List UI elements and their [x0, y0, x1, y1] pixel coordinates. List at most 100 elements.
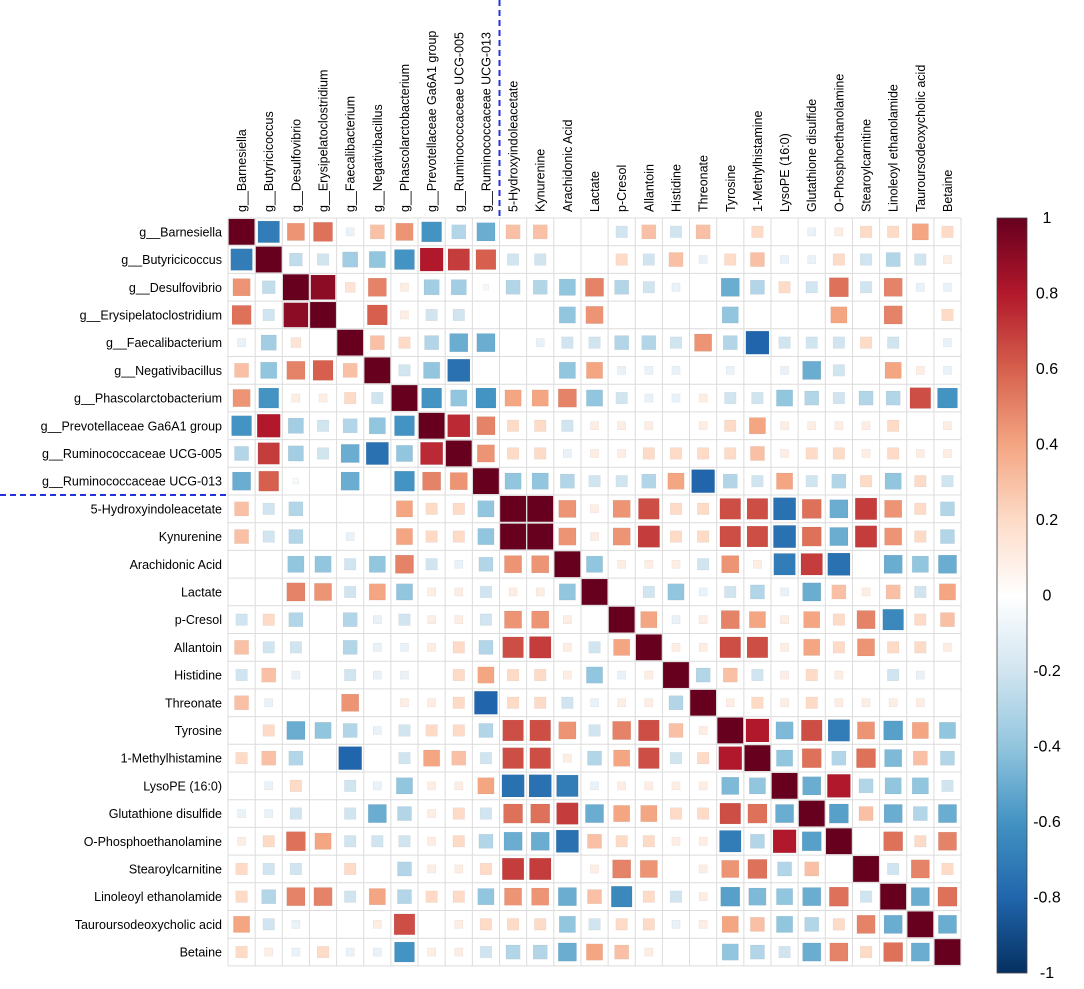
- heatmap-cell: [288, 501, 304, 517]
- heatmap-cell: [698, 920, 708, 929]
- heatmap-cell: [501, 774, 525, 798]
- heatmap-cell: [502, 747, 524, 769]
- heatmap-cell: [291, 393, 301, 403]
- heatmap-cell: [452, 835, 465, 848]
- heatmap-cell: [644, 670, 654, 680]
- heatmap-cell: [804, 917, 820, 932]
- heatmap-cell: [478, 640, 494, 655]
- heatmap-cell: [418, 412, 445, 439]
- heatmap-cell: [257, 442, 280, 465]
- heatmap-cell: [805, 281, 818, 294]
- heatmap-cell: [235, 890, 248, 903]
- heatmap-cell: [563, 643, 572, 652]
- row-label: Arachidonic Acid: [130, 558, 222, 572]
- heatmap-cell: [531, 610, 550, 629]
- heatmap-cell: [234, 695, 249, 711]
- heatmap-cell: [318, 393, 328, 403]
- heatmap-cell: [587, 889, 602, 904]
- heatmap-cell: [941, 779, 954, 792]
- heatmap-cell: [338, 746, 362, 770]
- heatmap-cell: [454, 781, 464, 791]
- heatmap-cell: [529, 857, 552, 880]
- heatmap-cell: [883, 554, 903, 574]
- heatmap-cell: [832, 253, 845, 266]
- heatmap-cell: [937, 886, 958, 907]
- heatmap-cell: [772, 829, 797, 854]
- heatmap-cell: [427, 643, 436, 652]
- heatmap-cell: [534, 669, 547, 682]
- heatmap-cell: [397, 806, 412, 821]
- heatmap-cell: [425, 308, 438, 321]
- heatmap-cell: [423, 279, 440, 296]
- heatmap-cell: [832, 336, 845, 349]
- heatmap-cell: [777, 861, 792, 877]
- heatmap-cell: [883, 720, 903, 741]
- heatmap-cell: [258, 470, 279, 492]
- heatmap-cell: [231, 415, 252, 436]
- heatmap-cell: [910, 942, 930, 962]
- heatmap-cell: [642, 890, 655, 903]
- heatmap-cell: [558, 527, 577, 546]
- heatmap-cell: [861, 587, 871, 597]
- heatmap-cell: [289, 252, 303, 267]
- heatmap-cell: [588, 641, 601, 654]
- heatmap-cell: [721, 306, 739, 324]
- column-labels: g__Barnesiella g__Butyricicoccus g__Desulf…: [235, 31, 955, 212]
- heatmap-cell: [721, 860, 740, 878]
- heatmap-cell: [507, 696, 520, 709]
- heatmap-cell: [883, 831, 903, 852]
- heatmap-cell: [581, 578, 608, 606]
- heatmap-cell: [529, 747, 551, 769]
- heatmap-cell: [373, 615, 382, 624]
- heatmap-cell: [776, 915, 793, 933]
- heatmap-cell: [531, 472, 549, 490]
- heatmap-cell: [260, 334, 277, 351]
- heatmap-cell: [939, 583, 956, 601]
- heatmap-cell: [479, 585, 492, 598]
- heatmap-cell: [235, 669, 248, 682]
- heatmap-cell: [640, 611, 658, 629]
- heatmap-cell: [261, 889, 277, 904]
- heatmap-cell: [641, 473, 657, 489]
- heatmap-cell: [773, 525, 796, 548]
- heatmap-cell: [286, 831, 306, 852]
- heatmap-cell: [395, 222, 414, 241]
- heatmap-cell: [613, 749, 631, 767]
- heatmap-cell: [233, 915, 250, 933]
- heatmap-cell: [288, 750, 304, 766]
- heatmap-cell: [907, 911, 934, 938]
- heatmap-cell: [342, 723, 358, 738]
- heatmap-cell: [391, 384, 418, 412]
- heatmap-cell: [345, 947, 355, 957]
- heatmap-cell: [531, 887, 550, 906]
- heatmap-cell: [531, 555, 550, 574]
- row-label: Tyrosine: [175, 724, 222, 738]
- heatmap-cell: [588, 475, 601, 488]
- heatmap-cell: [887, 669, 900, 682]
- heatmap-cell: [507, 918, 520, 931]
- heatmap-cell: [590, 864, 599, 874]
- heatmap-cell: [558, 361, 576, 379]
- heatmap-cell: [262, 308, 275, 321]
- heatmap-cell: [884, 499, 903, 518]
- heatmap-cell: [612, 721, 632, 740]
- heatmap-cell: [831, 750, 847, 766]
- heatmap-cell: [719, 830, 742, 853]
- row-label: Lactate: [181, 585, 222, 599]
- heatmap-cell: [832, 392, 845, 405]
- heatmap-cell: [479, 862, 492, 875]
- heatmap-cell: [721, 555, 740, 574]
- heatmap-cell: [884, 472, 902, 490]
- heatmap-cell: [368, 888, 386, 906]
- heatmap-cell: [883, 305, 903, 325]
- heatmap-cell: [721, 915, 739, 933]
- heatmap-cell: [234, 640, 249, 655]
- heatmap-cell: [234, 501, 249, 517]
- heatmap-cell: [478, 723, 494, 738]
- heatmap-cell: [830, 306, 848, 324]
- heatmap-cell: [398, 613, 411, 626]
- heatmap-cell: [697, 807, 710, 820]
- heatmap-cell: [887, 447, 900, 460]
- heatmap-cell: [640, 805, 658, 822]
- heatmap-cell: [832, 641, 845, 654]
